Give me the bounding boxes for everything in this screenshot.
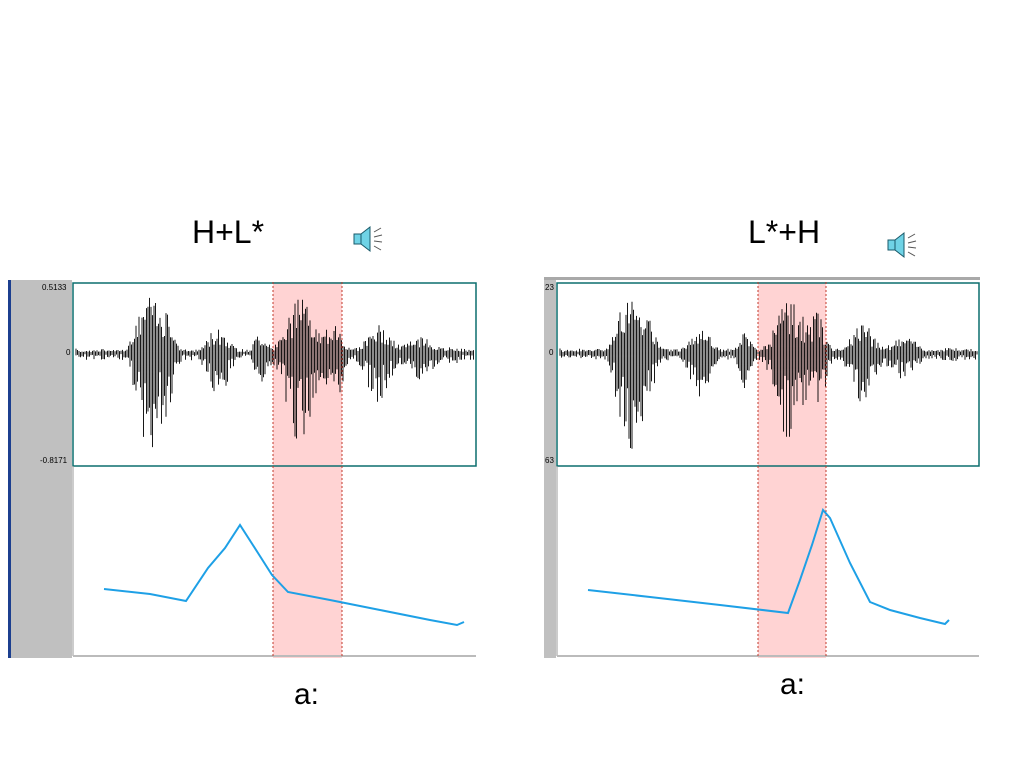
right-axis-zero: 0 <box>549 348 554 357</box>
left-axis-zero: 0 <box>66 348 71 357</box>
right-axis-max: 23 <box>545 283 554 292</box>
left-panel-gutter <box>11 280 72 658</box>
left-panel-edge <box>8 280 11 658</box>
left-axis-max: 0.5133 <box>42 283 67 292</box>
vowel-label-left: a: <box>294 678 320 711</box>
panel-title-l-star-h: L*+H <box>748 214 821 250</box>
speaker-icon-glyph <box>887 231 917 259</box>
pitch-contour <box>587 508 950 626</box>
right-panel-gutter <box>544 280 556 658</box>
right-axis-min: 63 <box>545 456 554 465</box>
waveform <box>559 301 978 449</box>
speaker-icon[interactable] <box>884 228 920 264</box>
panel-title-h-l-star: H+L* <box>192 214 265 250</box>
speaker-icon-glyph <box>353 225 383 253</box>
waveform-frame <box>556 282 980 467</box>
pitch-contour <box>103 523 465 627</box>
right-panel-topbar <box>544 277 980 280</box>
waveform-frame <box>72 282 477 467</box>
left-axis-min: -0.8171 <box>40 456 68 465</box>
speaker-icon[interactable] <box>350 222 386 258</box>
vowel-label-right: a: <box>780 668 806 701</box>
